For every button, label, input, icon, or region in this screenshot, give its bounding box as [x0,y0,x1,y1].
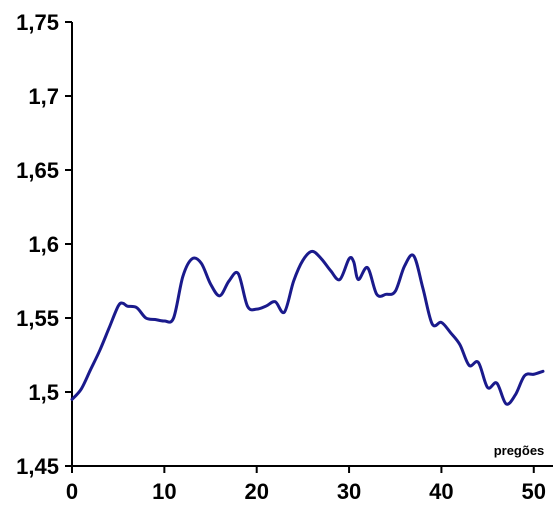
axes [71,22,553,467]
y-tick-label: 1,75 [16,10,59,35]
series-line [70,249,545,406]
x-tick-label: 40 [429,479,453,504]
x-tick-label: 30 [337,479,361,504]
x-tick-label: 10 [152,479,176,504]
x-tick-label: 20 [244,479,268,504]
x-ticks: 0 10 20 30 40 50 [66,466,546,504]
y-tick-label: 1,45 [16,454,59,479]
x-axis-title: pregões [494,443,545,458]
y-tick-label: 1,6 [28,232,59,257]
y-tick-label: 1,7 [28,84,59,109]
x-tick-label: 0 [66,479,78,504]
x-tick-label: 50 [522,479,546,504]
y-ticks: 1,45 1,5 1,55 1,6 1,65 1,7 1,75 [16,10,72,479]
y-tick-label: 1,5 [28,380,59,405]
series-layer [70,249,545,406]
y-tick-label: 1,65 [16,158,59,183]
y-tick-label: 1,55 [16,306,59,331]
